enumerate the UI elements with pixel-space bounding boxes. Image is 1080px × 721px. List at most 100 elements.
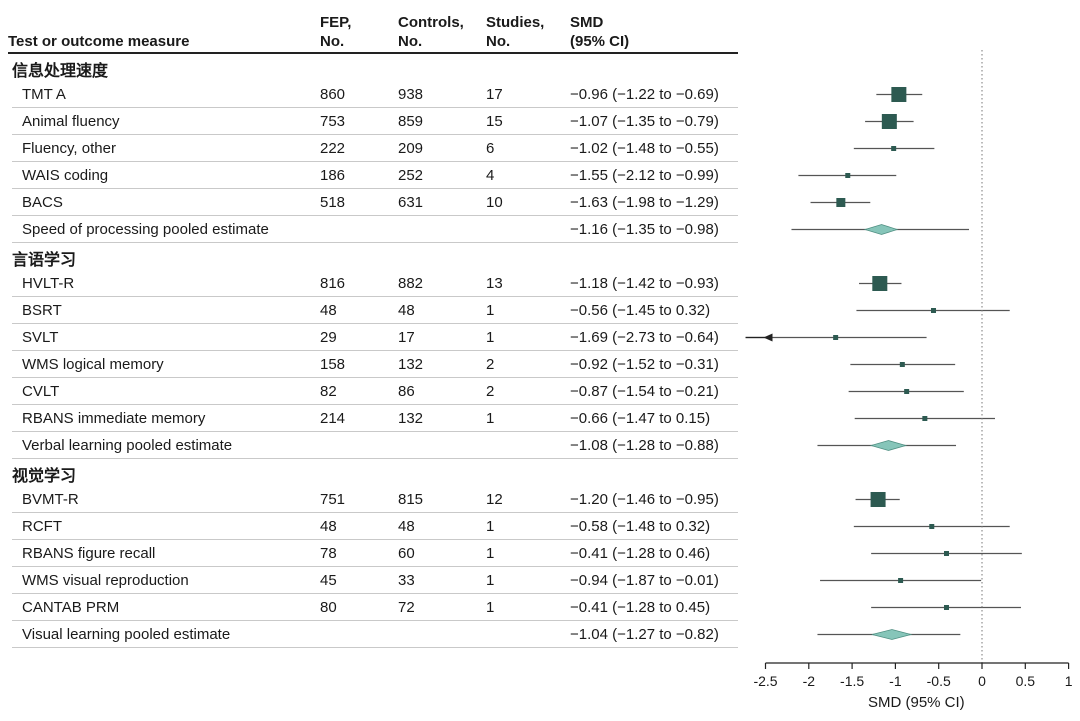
row-label: WAIS coding: [22, 167, 109, 184]
controls-count: 48: [398, 302, 415, 319]
effect-square: [929, 524, 935, 529]
effect-square: [922, 416, 928, 421]
controls-count: 132: [398, 410, 424, 427]
table-row: Animal fluency 753 859 15 −1.07 (−1.35 to −0…: [12, 108, 738, 135]
fep-count: 82: [320, 383, 337, 400]
studies-count: 17: [486, 86, 503, 103]
smd-value: −1.02 (−1.48 to −0.55): [570, 140, 719, 157]
controls-count: 48: [398, 518, 415, 535]
smd-value: −0.96 (−1.22 to −0.69): [570, 86, 719, 103]
header-rule: [8, 52, 738, 54]
pooled-diamond: [869, 440, 908, 451]
studies-count: 1: [486, 302, 495, 319]
smd-value: −0.87 (−1.54 to −0.21): [570, 383, 719, 400]
table-row: HVLT-R 816 882 13 −1.18 (−1.42 to −0.93): [12, 270, 738, 297]
smd-value: −1.55 (−2.12 to −0.99): [570, 167, 719, 184]
row-label: Fluency, other: [22, 140, 116, 157]
row-label: BACS: [22, 194, 63, 211]
effect-square: [899, 362, 905, 367]
fep-count: 45: [320, 572, 337, 589]
group-header: 信息处理速度: [12, 63, 109, 80]
smd-value: −0.58 (−1.48 to 0.32): [570, 518, 711, 535]
table-row: WMS visual reproduction 45 33 1 −0.94 (−1.87…: [12, 567, 738, 594]
table-row: WAIS coding 186 252 4 −1.55 (−2.12 to −0.99): [12, 162, 738, 189]
studies-count: 6: [486, 140, 495, 157]
smd-value: −1.07 (−1.35 to −0.79): [570, 113, 719, 130]
row-label: WMS visual reproduction: [22, 572, 189, 589]
smd-value: −0.41 (−1.28 to 0.46): [570, 545, 711, 562]
group-header: 视觉学习: [12, 468, 77, 485]
row-divider: [12, 188, 738, 189]
effect-square: [845, 173, 851, 178]
ci-arrow-head: [763, 333, 773, 342]
x-tick-label: 0: [978, 673, 986, 689]
row-divider: [12, 323, 738, 324]
row-divider: [12, 647, 738, 648]
fep-count: 518: [320, 194, 346, 211]
row-label: WMS logical memory: [22, 356, 164, 373]
controls-count: 86: [398, 383, 415, 400]
fep-count: 214: [320, 410, 346, 427]
row-divider: [12, 566, 738, 567]
smd-value: −0.41 (−1.28 to 0.45): [570, 599, 711, 616]
table-row: BVMT-R 751 815 12 −1.20 (−1.46 to −0.95): [12, 486, 738, 513]
controls-count: 60: [398, 545, 415, 562]
smd-value: −0.56 (−1.45 to 0.32): [570, 302, 711, 319]
studies-count: 1: [486, 329, 495, 346]
pooled-row: Verbal learning pooled estimate −1.08 (−1…: [12, 432, 738, 459]
fep-count: 222: [320, 140, 346, 157]
controls-count: 33: [398, 572, 415, 589]
effect-square: [943, 551, 949, 556]
table-row: CVLT 82 86 2 −0.87 (−1.54 to −0.21): [12, 378, 738, 405]
fep-count: 78: [320, 545, 337, 562]
row-label: CVLT: [22, 383, 60, 400]
row-divider: [12, 242, 738, 243]
smd-value: −1.20 (−1.46 to −0.95): [570, 491, 719, 508]
smd-value: −1.16 (−1.35 to −0.98): [570, 221, 719, 238]
header-controls: Controls, No.: [398, 14, 464, 50]
row-label: Animal fluency: [22, 113, 120, 130]
x-tick-label: -1: [889, 673, 902, 689]
smd-value: −1.18 (−1.42 to −0.93): [570, 275, 719, 292]
studies-count: 12: [486, 491, 503, 508]
fep-count: 48: [320, 518, 337, 535]
table-row: WMS logical memory 158 132 2 −0.92 (−1.52 to…: [12, 351, 738, 378]
smd-value: −1.63 (−1.98 to −1.29): [570, 194, 719, 211]
smd-value: −0.94 (−1.87 to −0.01): [570, 572, 719, 589]
row-divider: [12, 161, 738, 162]
studies-count: 2: [486, 356, 495, 373]
studies-count: 2: [486, 383, 495, 400]
row-label: BVMT-R: [22, 491, 79, 508]
controls-count: 209: [398, 140, 424, 157]
row-divider: [12, 512, 738, 513]
effect-square: [898, 578, 904, 583]
table-row: RBANS figure recall 78 60 1 −0.41 (−1.28 to …: [12, 540, 738, 567]
effect-square: [891, 87, 907, 102]
controls-count: 815: [398, 491, 424, 508]
fep-count: 29: [320, 329, 337, 346]
x-axis-title: SMD (95% CI): [868, 694, 965, 711]
fep-count: 158: [320, 356, 346, 373]
x-tick-label: -2.5: [753, 673, 777, 689]
row-divider: [12, 350, 738, 351]
table-row: RBANS immediate memory 214 132 1 −0.66 (−1.4…: [12, 405, 738, 432]
effect-square: [833, 335, 839, 340]
header-smd: SMD (95% CI): [570, 14, 630, 50]
row-divider: [12, 539, 738, 540]
studies-count: 1: [486, 410, 495, 427]
row-label: SVLT: [22, 329, 59, 346]
pooled-row: Visual learning pooled estimate −1.04 (−1…: [12, 621, 738, 648]
table-row: BACS 518 631 10 −1.63 (−1.98 to −1.29): [12, 189, 738, 216]
smd-value: −1.08 (−1.28 to −0.88): [570, 437, 719, 454]
row-label: RBANS immediate memory: [22, 410, 206, 427]
smd-value: −1.69 (−2.73 to −0.64): [570, 329, 719, 346]
controls-count: 631: [398, 194, 424, 211]
table-row: CANTAB PRM 80 72 1 −0.41 (−1.28 to 0.45): [12, 594, 738, 621]
table-row: SVLT 29 17 1 −1.69 (−2.73 to −0.64): [12, 324, 738, 351]
smd-value: −0.66 (−1.47 to 0.15): [570, 410, 711, 427]
effect-square: [836, 198, 846, 207]
row-label: RBANS figure recall: [22, 545, 156, 562]
fep-count: 860: [320, 86, 346, 103]
row-divider: [12, 134, 738, 135]
